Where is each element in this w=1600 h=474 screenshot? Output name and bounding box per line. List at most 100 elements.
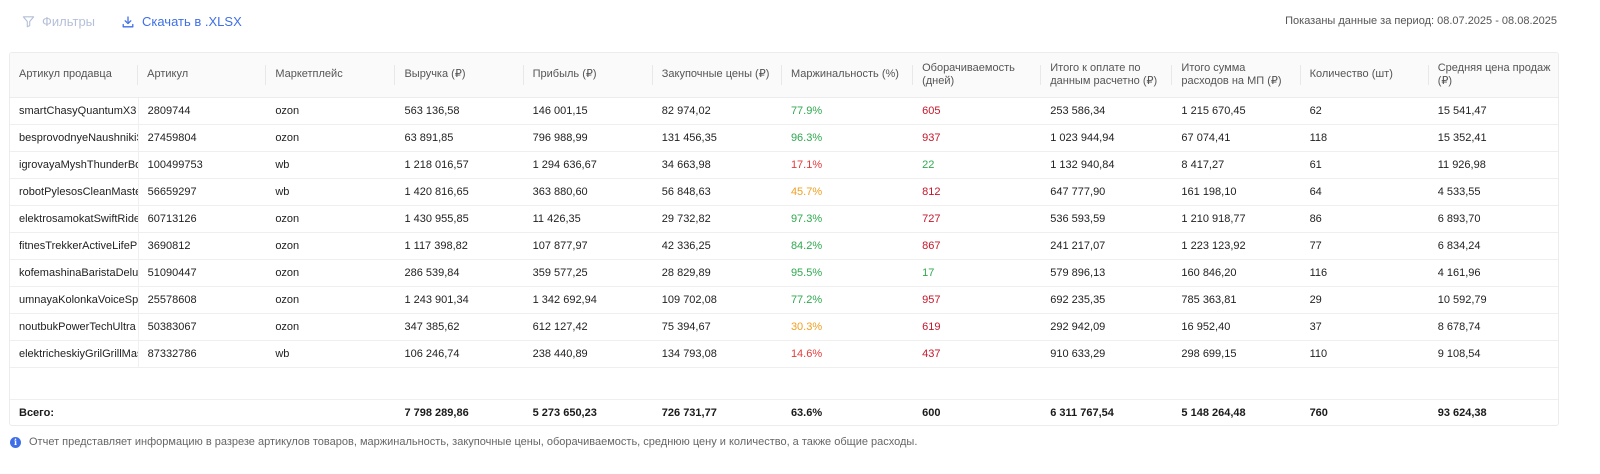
table-cell: 64 [1300, 178, 1429, 206]
table-cell: 4 161,96 [1428, 259, 1558, 287]
totals-cell: 5 148 264,48 [1181, 406, 1246, 419]
table-row[interactable]: igrovayaMyshThunderBolt 100499753 wb 1 218 … [10, 151, 1558, 179]
table-cell: 84.2% [781, 232, 914, 260]
column-header[interactable]: Прибыль (₽) [523, 53, 653, 98]
table-cell: 107 877,97 [523, 232, 653, 260]
table-cell: 11 426,35 [523, 205, 653, 233]
table-cell: noutbukPowerTechUltra [10, 313, 139, 341]
table-cell: 109 702,08 [652, 286, 782, 314]
table-cell: ozon [266, 232, 396, 260]
table-cell: 563 136,58 [395, 97, 524, 125]
table-cell: 131 456,35 [652, 124, 782, 152]
table-cell: 238 440,89 [523, 340, 653, 368]
table-cell: ozon [266, 97, 396, 125]
table-cell: 8 417,27 [1172, 151, 1301, 179]
table-row[interactable]: besprovodnyeNaushnikiSonic27459804ozon63… [10, 124, 1558, 152]
table-cell: fitnesTrekkerActiveLifePlus [10, 232, 139, 260]
table-cell: 67 074,41 [1172, 124, 1301, 152]
table-cell: 6 834,24 [1428, 232, 1558, 260]
column-header[interactable]: Артикул продавца [10, 53, 139, 98]
table-cell: 1 294 636,67 [523, 151, 653, 179]
table-cell: 29 732,82 [652, 205, 782, 233]
table-cell: 727 [913, 205, 1042, 233]
table-cell: 1 210 918,77 [1172, 205, 1301, 233]
column-header[interactable]: Артикул [138, 53, 267, 98]
table-cell: 97.3% [781, 205, 914, 233]
table-cell: ozon [266, 205, 396, 233]
table-cell: 51090447 [138, 259, 267, 287]
totals-cell: 6 311 767,54 [1050, 406, 1114, 419]
table-cell: umnayaKolonkaVoiceSphere [10, 286, 139, 314]
table-cell: kofemashinaBaristaDeluxe [10, 259, 139, 287]
note-text: Отчет представляет информацию в разрезе … [29, 436, 918, 448]
table-cell: 1 218 016,57 [395, 151, 524, 179]
table-cell: 10 592,79 [1428, 286, 1558, 314]
column-header[interactable]: Закупочные цены (₽) [652, 53, 783, 98]
table-row[interactable]: elektrosamokatSwiftRider 60713126 ozon 1 43… [10, 205, 1558, 233]
table-cell: elektrosamokatSwiftRider [10, 205, 139, 233]
table-row[interactable]: noutbukPowerTechUltra 50383067 ozon 347 385… [10, 313, 1558, 341]
table-cell: igrovayaMyshThunderBolt [10, 151, 139, 179]
table-cell: 1 342 692,94 [523, 286, 653, 314]
table-cell: besprovodnyeNaushnikiSonic [10, 124, 139, 152]
column-header[interactable]: Итого к оплате по данным расчетно (₽) [1041, 53, 1173, 98]
table-cell: 15 352,41 [1428, 124, 1558, 152]
column-header[interactable]: Оборачиваемость (дней) [913, 53, 1042, 98]
column-header[interactable]: Выручка (₽) [395, 53, 524, 98]
table-cell: 37 [1300, 313, 1429, 341]
table-cell: 579 896,13 [1041, 259, 1173, 287]
column-header[interactable]: Маржинальность (%) [781, 53, 914, 98]
table-cell: 28 829,89 [652, 259, 782, 287]
table-cell: 957 [913, 286, 1042, 314]
table-cell: 692 235,35 [1041, 286, 1173, 314]
totals-cell: 760 [1309, 406, 1328, 419]
table-row[interactable]: elektricheskiyGrilGrillMaster87332786wb1… [10, 340, 1558, 368]
table-cell: 16 952,40 [1172, 313, 1301, 341]
table-cell: ozon [266, 286, 396, 314]
table-cell: 253 586,34 [1041, 97, 1173, 125]
column-header[interactable]: Количество (шт) [1300, 53, 1429, 98]
table-cell: robotPylesosCleanMaster [10, 178, 139, 206]
download-xlsx-button[interactable]: Скачать в .XLSX [122, 14, 242, 29]
table-cell: ozon [266, 313, 396, 341]
totals-cell: 63.6% [790, 406, 823, 419]
filters-button[interactable]: Фильтры [22, 14, 95, 29]
table-cell: 11 926,98 [1428, 151, 1558, 179]
table-cell: 110 [1300, 340, 1429, 368]
table-cell: 1 215 670,45 [1172, 97, 1301, 125]
totals-cell [266, 399, 395, 425]
table-cell: 17.1% [781, 151, 914, 179]
column-header[interactable]: Маркетплейс [266, 53, 396, 98]
table-cell: 42 336,25 [652, 232, 782, 260]
table-cell: 286 539,84 [395, 259, 524, 287]
table-cell: 1 132 940,84 [1041, 151, 1173, 179]
table-cell: 45.7% [781, 178, 914, 206]
table-cell: 785 363,81 [1172, 286, 1301, 314]
info-icon: i [10, 436, 21, 448]
totals-cell [138, 399, 266, 425]
column-header[interactable]: Итого сумма расходов на МП (₽) [1172, 53, 1301, 98]
table-cell: 1 430 955,85 [395, 205, 524, 233]
empty-row [10, 367, 1558, 400]
table-cell: 359 577,25 [523, 259, 653, 287]
table-cell: 14.6% [781, 340, 914, 368]
table-cell: 241 217,07 [1041, 232, 1173, 260]
table-row[interactable]: smartChasyQuantumX3 2809744 ozon 563 136,58… [10, 97, 1558, 125]
table-cell: 161 198,10 [1172, 178, 1301, 206]
table-row[interactable]: umnayaKolonkaVoiceSphere25578608ozon1 24… [10, 286, 1558, 314]
table-header-row: Артикул продавца Артикул Маркетплейс Выр… [10, 53, 1558, 98]
table-cell: 116 [1300, 259, 1429, 287]
table-cell: 56 848,63 [652, 178, 782, 206]
table-row[interactable]: kofemashinaBaristaDeluxe 51090447 ozon 286 … [10, 259, 1558, 287]
report-table: Артикул продавца Артикул Маркетплейс Выр… [9, 52, 1559, 426]
table-row[interactable]: fitnesTrekkerActiveLifePlus 3690812 ozon 1 … [10, 232, 1558, 260]
table-cell: 347 385,62 [395, 313, 524, 341]
table-cell: 50383067 [138, 313, 267, 341]
table-cell: elektricheskiyGrilGrillMaster [10, 340, 139, 368]
totals-row: Всего: 7 798 289,86 5 273 650,23 726 731,77… [10, 399, 1558, 425]
table-cell: 22 [913, 151, 1042, 179]
table-cell: 1 117 398,82 [395, 232, 524, 260]
table-cell: 363 880,60 [523, 178, 653, 206]
column-header[interactable]: Средняя цена продаж (₽) [1428, 53, 1558, 98]
table-row[interactable]: robotPylesosCleanMaster 56659297 wb 1 420 8… [10, 178, 1558, 206]
